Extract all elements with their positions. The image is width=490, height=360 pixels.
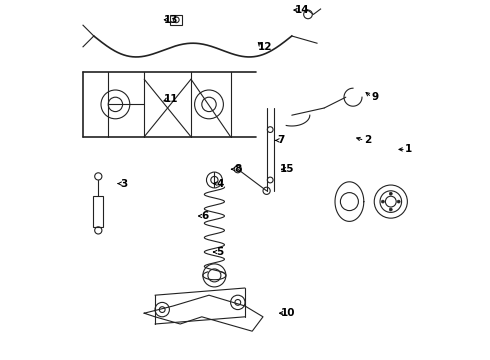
Text: 9: 9 (371, 92, 378, 102)
Text: 15: 15 (280, 164, 294, 174)
Text: 5: 5 (216, 247, 223, 257)
Text: 8: 8 (234, 164, 242, 174)
Text: 12: 12 (258, 42, 272, 52)
Circle shape (381, 200, 384, 203)
Text: 6: 6 (202, 211, 209, 221)
Circle shape (397, 200, 400, 203)
Text: 13: 13 (164, 15, 178, 25)
Text: 1: 1 (405, 144, 413, 154)
Text: 2: 2 (364, 135, 371, 145)
Text: 7: 7 (277, 135, 285, 145)
Circle shape (173, 17, 179, 23)
Circle shape (390, 208, 392, 211)
Text: 11: 11 (164, 94, 178, 104)
Text: 4: 4 (216, 179, 223, 189)
Text: 3: 3 (121, 179, 128, 189)
Text: 14: 14 (295, 5, 310, 15)
Circle shape (390, 192, 392, 195)
Text: 10: 10 (281, 308, 295, 318)
